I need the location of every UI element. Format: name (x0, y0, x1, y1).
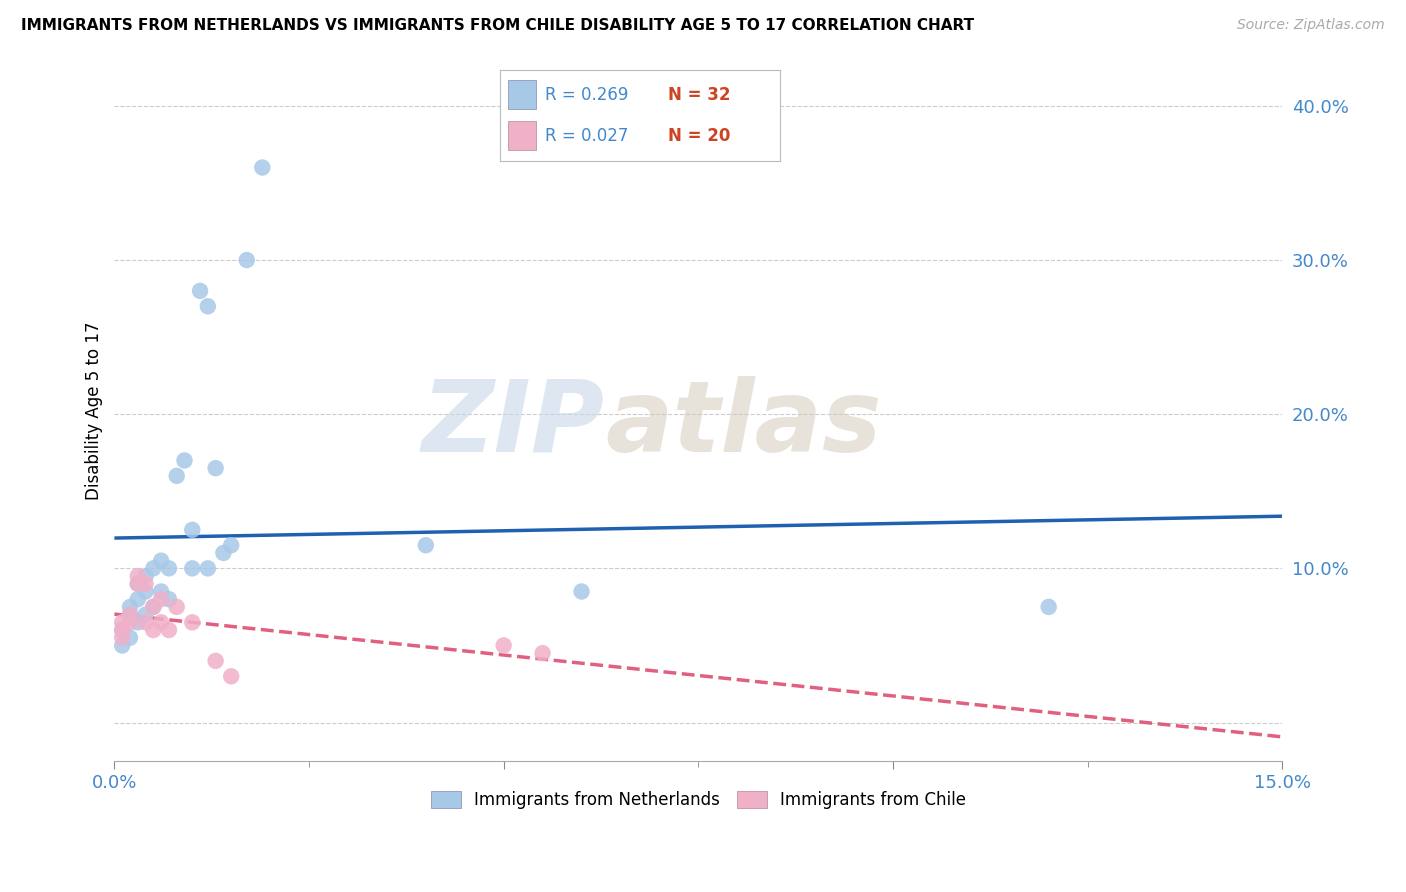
Legend: Immigrants from Netherlands, Immigrants from Chile: Immigrants from Netherlands, Immigrants … (425, 784, 973, 816)
Point (111, 623, 134, 637)
Point (118, 631, 141, 645)
Point (118, 599, 141, 614)
Point (150, 615, 173, 630)
Point (157, 623, 180, 637)
Point (181, 615, 204, 630)
Text: Source: ZipAtlas.com: Source: ZipAtlas.com (1237, 18, 1385, 32)
Point (492, 639, 515, 653)
Point (118, 615, 141, 630)
Point (135, 576, 157, 591)
Y-axis label: Disability Age 5 to 17: Disability Age 5 to 17 (86, 321, 103, 500)
Point (166, 599, 188, 614)
Point (204, 461, 226, 475)
Point (111, 631, 134, 645)
Point (118, 607, 141, 622)
Point (188, 284, 211, 298)
Point (150, 592, 173, 607)
Point (142, 623, 165, 637)
Point (157, 592, 180, 607)
Point (111, 615, 134, 630)
Point (135, 615, 157, 630)
Point (204, 654, 226, 668)
Point (181, 561, 204, 575)
Text: IMMIGRANTS FROM NETHERLANDS VS IMMIGRANTS FROM CHILE DISABILITY AGE 5 TO 17 CORR: IMMIGRANTS FROM NETHERLANDS VS IMMIGRANT… (21, 18, 974, 33)
Point (135, 584, 157, 599)
Point (127, 569, 149, 583)
Text: atlas: atlas (605, 376, 882, 473)
Point (127, 576, 149, 591)
Point (197, 299, 219, 313)
Point (127, 592, 149, 607)
Point (150, 554, 173, 568)
Point (142, 599, 165, 614)
Point (531, 646, 554, 660)
Point (150, 584, 173, 599)
Point (173, 453, 195, 467)
Point (157, 561, 180, 575)
Point (166, 468, 188, 483)
Point (127, 576, 149, 591)
Point (181, 523, 204, 537)
Text: ZIP: ZIP (422, 376, 605, 473)
Point (252, 161, 274, 175)
Point (197, 561, 219, 575)
Point (219, 538, 242, 552)
Point (415, 538, 437, 552)
Point (142, 561, 165, 575)
Point (236, 253, 259, 268)
Point (1038, 599, 1060, 614)
Point (212, 546, 235, 560)
Point (111, 623, 134, 637)
Point (118, 607, 141, 622)
Point (219, 669, 242, 683)
Point (135, 607, 157, 622)
Point (127, 615, 149, 630)
Point (142, 599, 165, 614)
Point (571, 584, 593, 599)
Point (135, 569, 157, 583)
Point (111, 639, 134, 653)
